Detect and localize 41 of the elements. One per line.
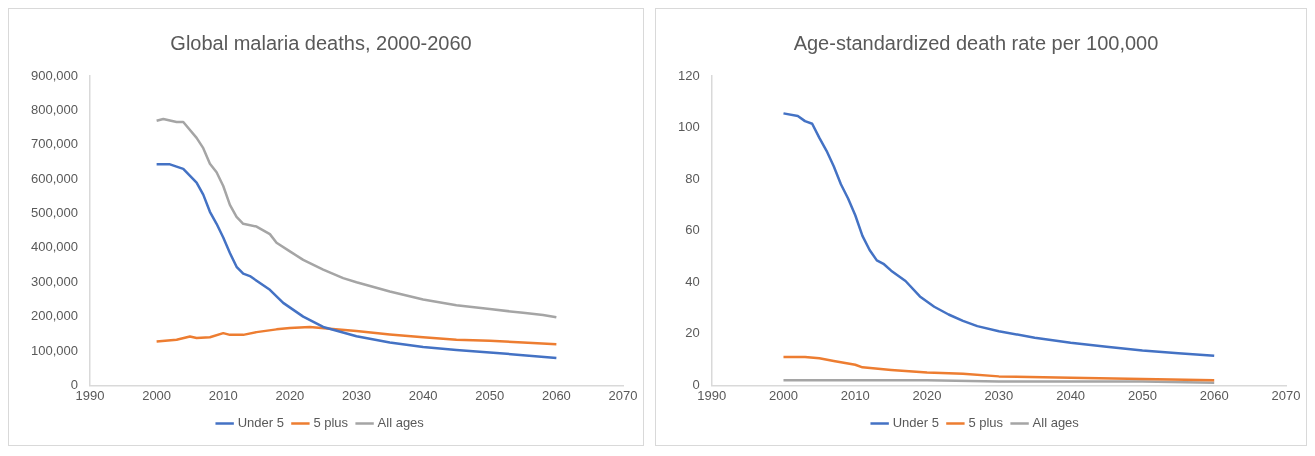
x-tick-label: 2050	[475, 387, 505, 403]
x-tick-label: 2010	[840, 387, 870, 403]
y-tick-label: 0	[692, 376, 700, 392]
x-tick-label: 2060	[1199, 387, 1229, 403]
y-tick-label: 80	[685, 170, 700, 186]
y-tick-label: 40	[685, 273, 700, 289]
x-tick-label: 2030	[342, 387, 371, 403]
x-tick-label: 2070	[1271, 387, 1301, 403]
legend-label: Under 5	[892, 415, 939, 431]
y-tick-label: 100,000	[30, 342, 78, 358]
y-tick-label: 600,000	[30, 170, 78, 186]
y-tick-label: 0	[70, 376, 78, 392]
x-tick-label: 2000	[142, 387, 172, 403]
legend-label: All ages	[377, 415, 425, 431]
y-tick-label: 500,000	[30, 205, 78, 221]
legend-label: All ages	[1032, 415, 1080, 431]
y-tick-label: 800,000	[30, 101, 78, 117]
y-tick-label: 200,000	[30, 308, 78, 324]
x-tick-label: 2040	[408, 387, 438, 403]
x-tick-label: 2000	[769, 387, 798, 403]
legend-label: 5 plus	[968, 415, 1004, 431]
y-tick-label: 120	[677, 67, 700, 83]
y-tick-label: 400,000	[30, 239, 78, 255]
y-tick-label: 100	[677, 119, 700, 135]
x-tick-label: 2060	[541, 387, 571, 403]
x-tick-label: 2030	[984, 387, 1014, 403]
x-tick-label: 2040	[1056, 387, 1086, 403]
chart-title: Age-standardized death rate per 100,000	[793, 31, 1159, 54]
y-tick-label: 300,000	[30, 273, 78, 289]
x-tick-label: 2020	[275, 387, 305, 403]
x-tick-label: 2020	[912, 387, 942, 403]
legend-label: 5 plus	[313, 415, 349, 431]
y-tick-label: 700,000	[30, 136, 78, 152]
y-tick-label: 60	[685, 222, 700, 238]
legend-label: Under 5	[237, 415, 284, 431]
chart-title: Global malaria deaths, 2000-2060	[170, 31, 472, 54]
x-tick-label: 2070	[608, 387, 638, 403]
y-tick-label: 20	[685, 325, 700, 341]
x-tick-label: 2010	[208, 387, 238, 403]
y-tick-label: 900,000	[30, 67, 78, 83]
x-tick-label: 2050	[1127, 387, 1157, 403]
